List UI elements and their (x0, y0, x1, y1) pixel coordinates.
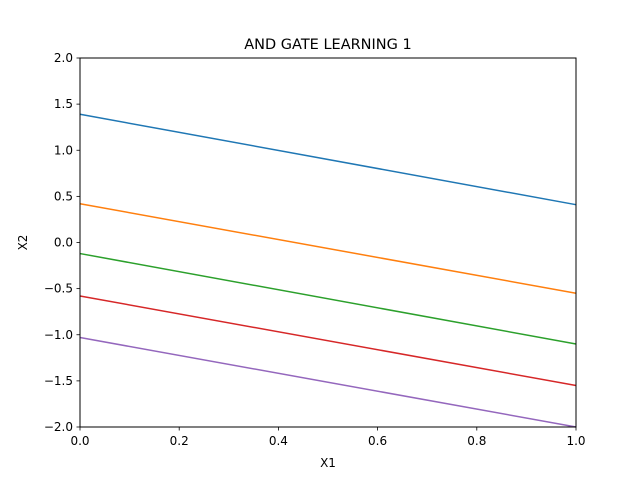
x-tick-label: 1.0 (566, 434, 585, 448)
x-axis-ticks: 0.0 0.2 0.4 0.6 0.8 1.0 (70, 427, 586, 448)
y-tick-label: −1.0 (44, 328, 73, 342)
x-tick-label: 0.4 (269, 434, 288, 448)
y-tick-label: 0.5 (54, 189, 73, 203)
y-tick-label: 1.5 (54, 97, 73, 111)
series-layer (79, 113, 577, 428)
x-tick-label: 0.6 (368, 434, 387, 448)
x-tick-label: 0.0 (70, 434, 89, 448)
series-line-2 (79, 203, 577, 294)
series-line-3 (79, 252, 577, 345)
y-axis-ticks: −2.0 −1.5 −1.0 −0.5 0.0 0.5 1.0 1.5 2.0 (44, 51, 80, 434)
chart-title: AND GATE LEARNING 1 (244, 37, 411, 53)
series-line-5 (79, 336, 577, 428)
y-axis-label: X2 (16, 235, 30, 251)
x-tick-label: 0.2 (170, 434, 189, 448)
y-tick-label: −0.5 (44, 282, 73, 296)
y-tick-label: −2.0 (44, 420, 73, 434)
y-tick-label: 0.0 (54, 236, 73, 250)
series-line-1 (79, 113, 577, 206)
y-tick-label: −1.5 (44, 374, 73, 388)
x-axis-label: X1 (320, 456, 336, 470)
x-tick-label: 0.8 (467, 434, 486, 448)
y-tick-label: 2.0 (54, 51, 73, 65)
series-line-4 (79, 295, 577, 387)
y-tick-label: 1.0 (54, 143, 73, 157)
